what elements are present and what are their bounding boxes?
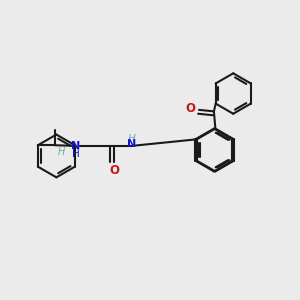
Text: N: N (127, 140, 136, 149)
Text: O: O (185, 102, 195, 115)
Text: N: N (71, 140, 80, 151)
Text: O: O (109, 164, 119, 177)
Text: H: H (127, 134, 135, 144)
Text: H: H (58, 147, 65, 157)
Text: H: H (72, 148, 80, 159)
